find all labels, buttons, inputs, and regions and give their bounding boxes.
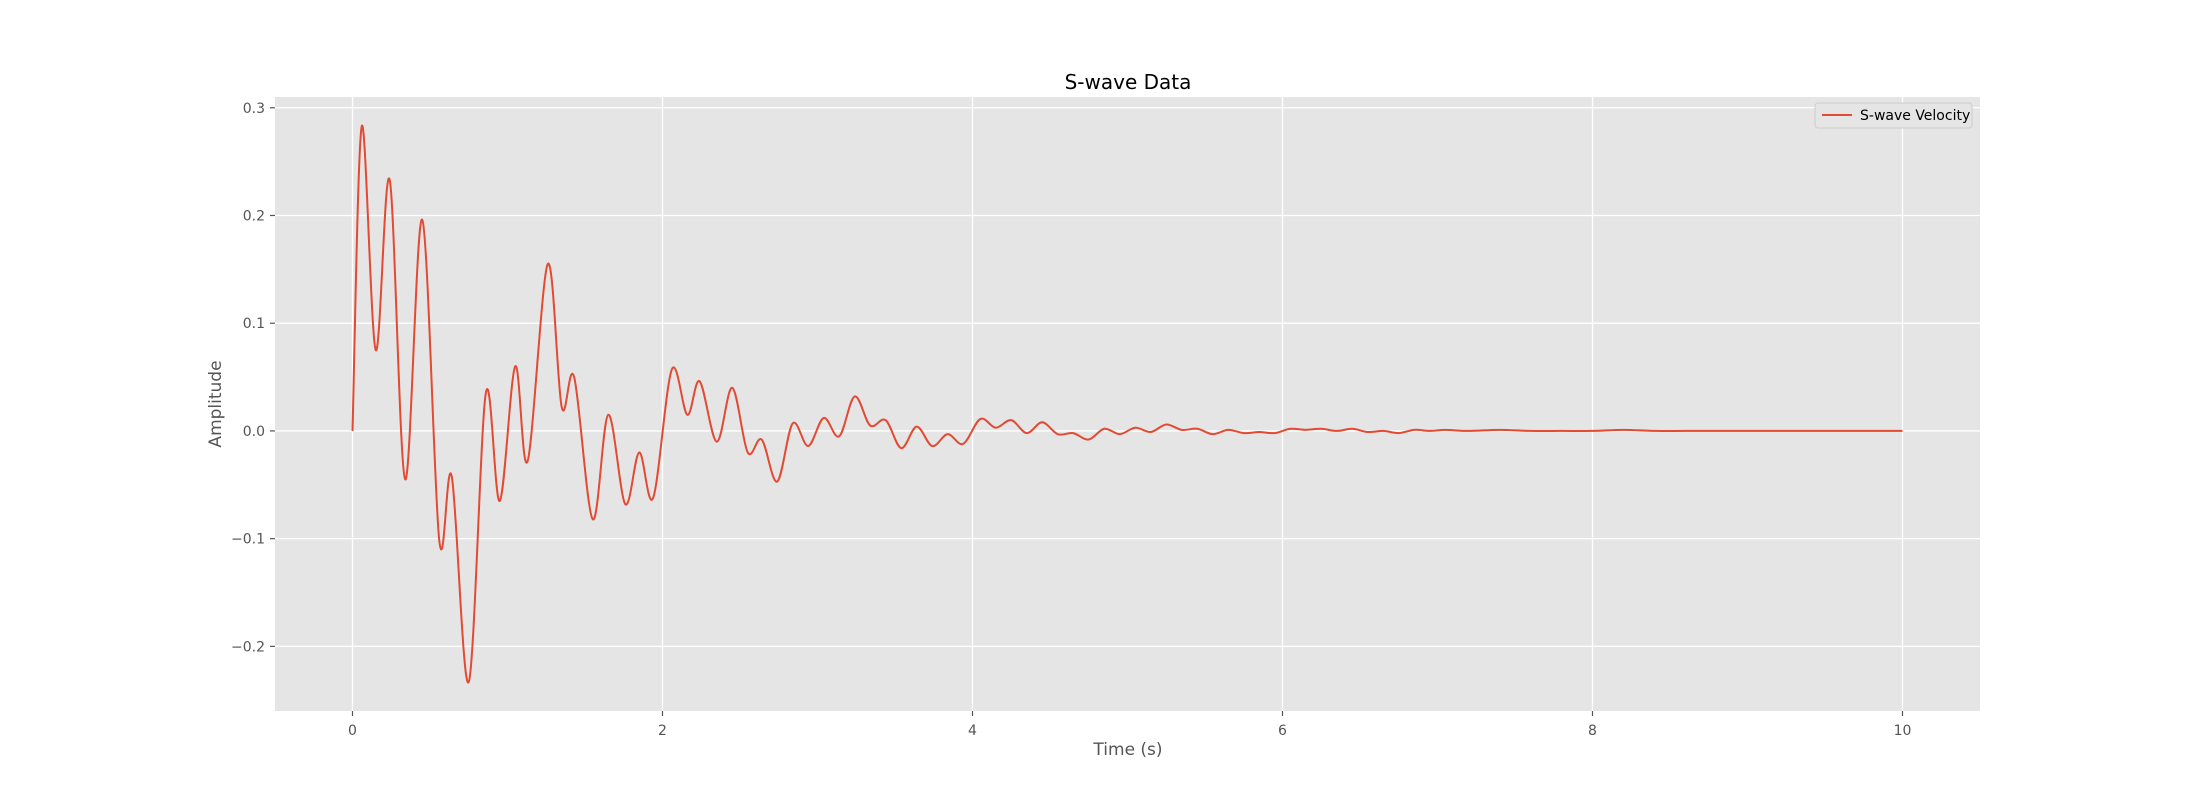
x-tick-label: 8 bbox=[1588, 723, 1597, 739]
legend-label: S-wave Velocity bbox=[1860, 108, 1970, 124]
legend: S-wave Velocity bbox=[1814, 102, 1973, 129]
y-axis-label: Amplitude bbox=[206, 360, 226, 447]
series-layer bbox=[351, 125, 1903, 684]
x-tick-label: 10 bbox=[1894, 723, 1912, 739]
x-tick-label: 6 bbox=[1278, 723, 1287, 739]
legend-box bbox=[1814, 102, 1973, 129]
x-tick-label: 4 bbox=[968, 723, 977, 739]
x-tick-label: 0 bbox=[348, 723, 357, 739]
ticks-layer: 0 2 4 6 8 10 −0.2 −0.1 0.0 0.1 0.2 0.3 bbox=[231, 101, 1911, 739]
y-tick-label: 0.2 bbox=[243, 208, 265, 224]
plot-background bbox=[275, 97, 1980, 711]
y-tick-label: 0.1 bbox=[243, 316, 265, 332]
x-tick-label: 2 bbox=[658, 723, 667, 739]
y-tick-label: −0.1 bbox=[231, 532, 265, 548]
y-tick-label: 0.3 bbox=[243, 101, 265, 117]
chart-title: S-wave Data bbox=[1065, 70, 1192, 94]
y-tick-label: 0.0 bbox=[243, 424, 265, 440]
y-tick-label: −0.2 bbox=[231, 639, 265, 655]
x-axis-label: Time (s) bbox=[1092, 740, 1162, 760]
series-line-s-wave-velocity bbox=[351, 125, 1903, 684]
